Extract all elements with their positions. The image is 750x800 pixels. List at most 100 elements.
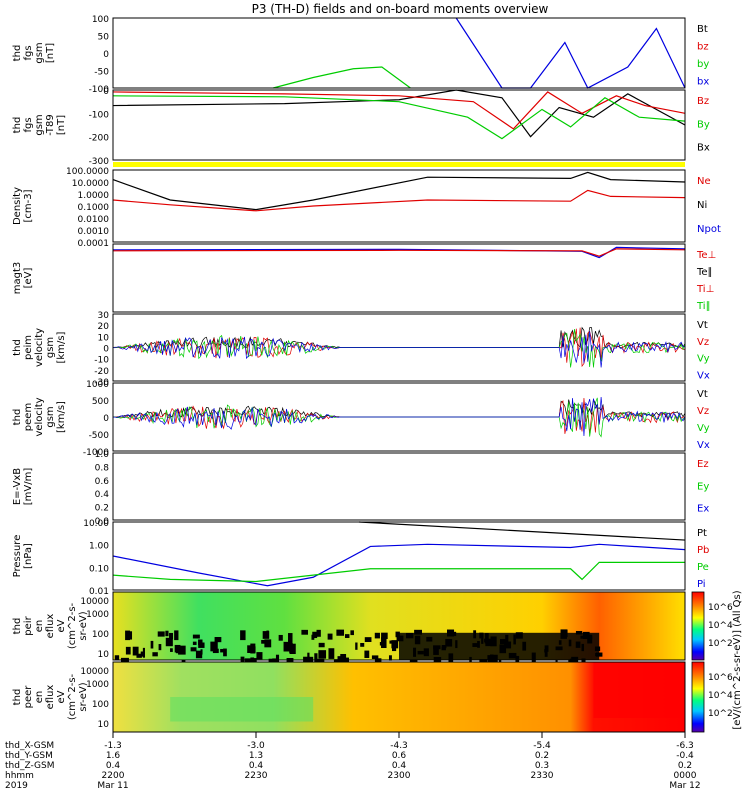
colorbar-tick: 10^2 <box>708 639 733 649</box>
legend-Pi: Pi <box>697 579 706 590</box>
spectrogram-noise <box>120 657 129 664</box>
ylabel-line: thd <box>12 339 23 356</box>
spectrogram-noise <box>328 648 335 659</box>
ylabel-line: peem <box>23 403 34 431</box>
spectrogram-noise <box>316 629 321 637</box>
tick-label: 1.0000 <box>78 191 110 201</box>
legend-Vx: Vx <box>697 370 710 381</box>
x-row-value: 0000 <box>674 771 697 781</box>
spectrogram-noise <box>178 645 186 655</box>
spectrogram-noise <box>195 650 203 659</box>
y-axis-label: thd peer en eflux eV (cm^2-s-sr-eV) <box>12 673 89 720</box>
spectrogram-noise <box>344 657 349 664</box>
legend-bz: bz <box>697 42 709 53</box>
ylabel-line: [cm-3] <box>23 189 34 222</box>
spectrogram-noise <box>319 651 324 658</box>
x-row-label-4: 2019 <box>5 781 28 791</box>
series-By <box>112 95 686 140</box>
spectrogram-noise <box>364 637 372 642</box>
spectrogram-noise <box>192 634 200 639</box>
ylabel-line: thd <box>12 618 23 635</box>
spectrogram-noise <box>174 630 179 641</box>
legend-Vz: Vz <box>697 406 709 417</box>
spectrogram-noise <box>575 630 583 635</box>
x-row-value: -1.3 <box>104 741 122 751</box>
spectrogram-noise <box>283 641 290 652</box>
legend-Vz: Vz <box>697 337 709 348</box>
spectrogram-noise <box>165 630 169 637</box>
series-Ti⊥ <box>112 246 686 259</box>
x-row-value: 0.6 <box>392 751 407 761</box>
legend-Te⊥: Te⊥ <box>696 250 716 261</box>
spectrogram-noise <box>250 657 255 664</box>
tick-label: 0.6 <box>95 477 110 487</box>
tick-label: 100 <box>92 630 109 640</box>
spectrogram-noise <box>355 642 358 650</box>
spectrogram-noise <box>318 642 325 648</box>
tick-label: -30 <box>94 378 109 388</box>
y-axis-label: Pressure [nPa] <box>12 535 34 578</box>
legend-Pe: Pe <box>697 562 709 573</box>
tick-label: 0.0010 <box>78 227 110 237</box>
panel-frame <box>112 243 686 313</box>
spectrogram-dark-region <box>399 632 600 660</box>
series-Pi <box>112 543 686 587</box>
ylabel-line: [nT] <box>45 43 56 63</box>
tick-label: 10 <box>98 333 110 343</box>
spectrogram-noise <box>214 637 222 643</box>
colorbar-0 <box>691 591 705 661</box>
legend-Vt: Vt <box>697 320 708 331</box>
ylabel-line: -T89 <box>45 114 56 136</box>
spectrogram-noise <box>142 647 145 658</box>
ylabel-line: magt3 <box>12 262 23 295</box>
spectrogram-noise <box>240 630 246 641</box>
x-row-value: 2300 <box>388 771 411 781</box>
tick-label: 0.10 <box>89 564 109 574</box>
panel-frame <box>112 521 686 591</box>
spectrogram-noise <box>360 642 365 647</box>
spectrogram-noise <box>336 629 345 636</box>
tick-label: 10.00 <box>83 519 109 529</box>
legend-bx: bx <box>697 77 709 88</box>
ylabel-line: gsm <box>45 337 56 358</box>
spectrogram-noise <box>272 658 277 665</box>
ylabel-line: [nPa] <box>23 543 34 569</box>
panel-pressure: 10.00 1.00 0.10 0.01 Pressure [nPa] Pt Pb Pe Pi <box>12 519 709 597</box>
ylabel-line: en <box>34 620 45 633</box>
legend-Vt: Vt <box>697 389 708 400</box>
tick-label: -300 <box>89 157 110 167</box>
spectrogram-noise <box>289 643 296 654</box>
panel-temp: magt3 [eV] Te⊥ Te∥ Ti⊥ Ti∥ <box>12 243 716 313</box>
ylabel-line: thd <box>12 117 23 134</box>
tick-label: 10 <box>98 720 110 730</box>
ylabel-line: [mV/m] <box>23 468 34 506</box>
tick-label: 30 <box>98 311 110 321</box>
y-axis-label: thd peem velocity gsm [km/s] <box>12 397 67 436</box>
x-row-value: -0.4 <box>676 751 694 761</box>
colorbar-tick: 10^4 <box>708 621 733 631</box>
ylabel-line: eflux <box>45 685 56 710</box>
panel-density: 100.0000 10.0000 1.0000 0.1000 0.0100 0.0010 0… <box>12 167 721 249</box>
tick-label: -1000 <box>83 448 109 458</box>
legend-Npot: Npot <box>697 224 721 235</box>
y-axis-label: thd fgs gsm [nT] <box>12 42 56 63</box>
y-axis-label: thd peir en eflux eV (cm^2-s-sr-eV) <box>12 602 89 649</box>
spectrogram-noise <box>314 653 318 664</box>
series-bx <box>455 17 686 89</box>
spectrogram-noise <box>170 648 173 652</box>
ylabel-line: peir <box>23 615 34 635</box>
spectrogram-noise <box>327 633 333 640</box>
x-row-label-0: thd_X-GSM <box>5 741 54 751</box>
spectrogram-noise <box>157 631 165 637</box>
spectrogram-noise <box>303 656 310 665</box>
panel-frame <box>112 313 686 382</box>
spectrogram-noise <box>136 653 142 658</box>
panel-frame <box>112 89 686 161</box>
series-Te⊥ <box>112 248 686 257</box>
ylabel-line: peer <box>23 685 34 709</box>
spectrogram-noise <box>114 655 120 660</box>
series-Pt <box>358 521 686 541</box>
ylabel-line: eV <box>56 690 67 703</box>
legend-Bz: Bz <box>697 96 709 107</box>
